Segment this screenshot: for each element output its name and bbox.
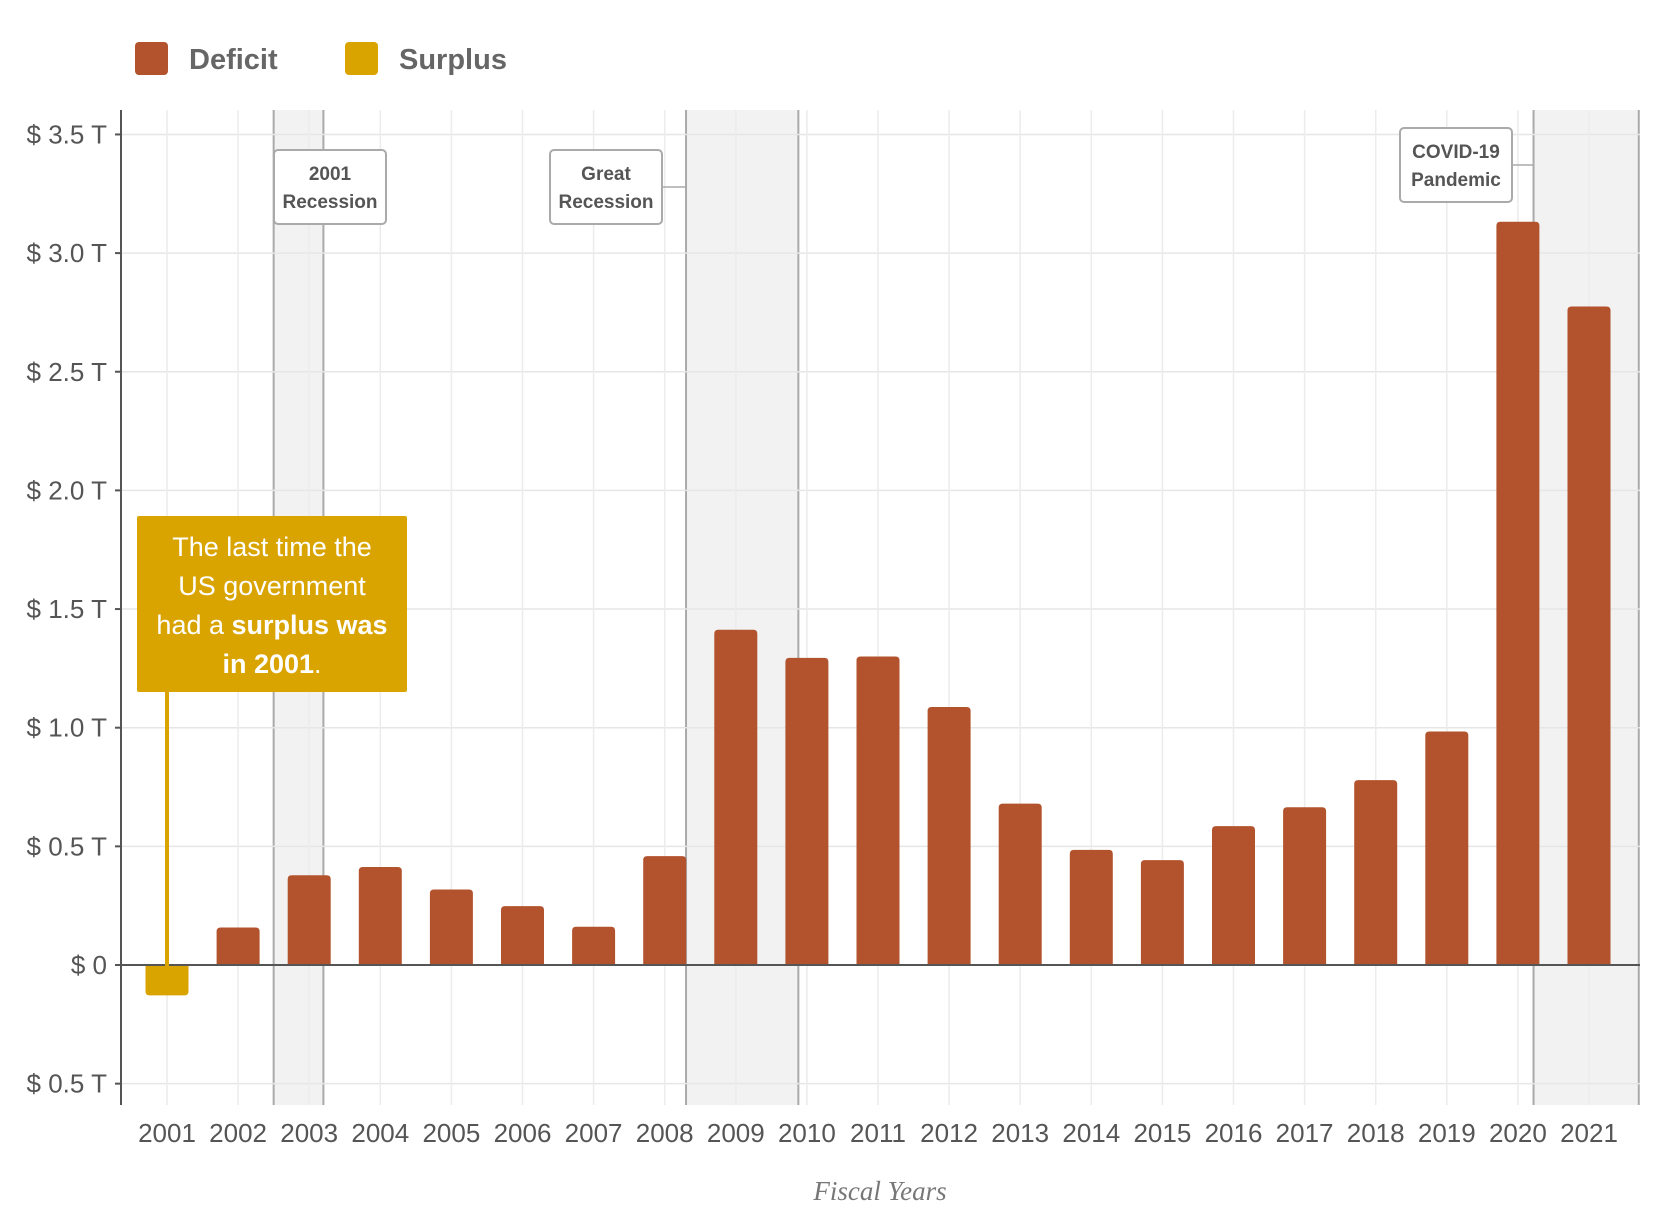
legend-label-deficit: Deficit bbox=[189, 44, 278, 76]
callout-text-line: had a surplus was bbox=[156, 610, 387, 640]
x-tick-label: 2019 bbox=[1418, 1118, 1476, 1148]
legend-swatch-deficit bbox=[135, 42, 168, 75]
bar-2002 bbox=[216, 927, 260, 965]
x-axis-label: Fiscal Years bbox=[812, 1176, 946, 1206]
callout-text-segment: US government bbox=[178, 571, 366, 601]
bar-2012 bbox=[927, 707, 971, 965]
x-tick-label: 2008 bbox=[636, 1118, 694, 1148]
legend-label-surplus: Surplus bbox=[399, 44, 507, 76]
recession-label-3: COVID-19 Pandemic bbox=[1399, 127, 1534, 203]
legend: Deficit Surplus bbox=[135, 42, 507, 76]
recession-label-2: Great Recession bbox=[549, 149, 687, 225]
x-tick-label: 2003 bbox=[280, 1118, 338, 1148]
x-tick-label: 2017 bbox=[1276, 1118, 1334, 1148]
bar-2003 bbox=[287, 875, 331, 965]
y-tick-label: $ 1.5 T bbox=[27, 594, 108, 624]
callout-text-segment: in 2001 bbox=[222, 649, 314, 679]
recession-label-text: Great bbox=[581, 164, 631, 185]
bar-2013 bbox=[998, 803, 1042, 965]
bar-2018 bbox=[1354, 780, 1398, 965]
x-tick-label: 2005 bbox=[422, 1118, 480, 1148]
y-tick-label: $ 0 bbox=[71, 950, 107, 980]
bar-2001 bbox=[145, 965, 189, 996]
surplus-callout: The last time the US government had a surp… bbox=[137, 516, 407, 969]
x-tick-label: 2006 bbox=[494, 1118, 552, 1148]
bar-2009 bbox=[714, 629, 758, 965]
callout-text-segment: The last time the bbox=[172, 532, 372, 562]
x-tick-label: 2018 bbox=[1347, 1118, 1405, 1148]
bar-2010 bbox=[785, 657, 829, 965]
x-tick-label: 2020 bbox=[1489, 1118, 1547, 1148]
x-tick-label: 2010 bbox=[778, 1118, 836, 1148]
bar-2021 bbox=[1567, 306, 1611, 965]
x-tick-label: 2021 bbox=[1560, 1118, 1618, 1148]
callout-text-line: US government bbox=[178, 571, 366, 601]
bar-2015 bbox=[1140, 860, 1184, 965]
y-tick-label: $ 3.0 T bbox=[27, 238, 108, 268]
x-tick-label: 2004 bbox=[351, 1118, 409, 1148]
x-tick-label: 2014 bbox=[1062, 1118, 1120, 1148]
recession-label-text: COVID-19 bbox=[1412, 142, 1500, 163]
y-tick-label: $ 0.5 T bbox=[27, 831, 108, 861]
x-tick-label: 2015 bbox=[1133, 1118, 1191, 1148]
recession-label-box bbox=[273, 149, 387, 225]
axes bbox=[115, 110, 1640, 1105]
bar-2004 bbox=[358, 866, 402, 965]
bar-2007 bbox=[572, 926, 616, 965]
bar-2014 bbox=[1069, 849, 1113, 965]
y-tick-label: $ 3.5 T bbox=[27, 119, 108, 149]
bar-2016 bbox=[1212, 826, 1255, 965]
callout-text-segment: . bbox=[314, 649, 322, 679]
callout-text-line: in 2001. bbox=[222, 649, 321, 679]
x-tick-label: 2007 bbox=[565, 1118, 623, 1148]
bar-series bbox=[145, 221, 1611, 996]
x-tick-label: 2011 bbox=[850, 1118, 906, 1148]
y-tick-label: $ 2.0 T bbox=[27, 475, 108, 505]
recession-label-text: Recession bbox=[558, 192, 653, 213]
bar-2017 bbox=[1283, 807, 1327, 965]
legend-swatch-surplus bbox=[345, 42, 378, 75]
y-tick-labels: $ 3.5 T $ 3.0 T $ 2.5 T $ 2.0 T $ 1.5 T $ 1.0… bbox=[27, 119, 108, 1098]
recession-label-box bbox=[549, 149, 663, 225]
callout-box bbox=[137, 516, 407, 692]
callout-text-segment: surplus was bbox=[232, 610, 388, 640]
x-tick-label: 2013 bbox=[991, 1118, 1049, 1148]
x-tick-label: 2016 bbox=[1205, 1118, 1263, 1148]
x-tick-labels: 2001 2002 2003 2004 2005 2006 2007 2008 2009 2010… bbox=[138, 1118, 1618, 1148]
recession-label-text: Pandemic bbox=[1411, 170, 1501, 191]
recession-label-box bbox=[1399, 127, 1513, 203]
bar-2019 bbox=[1425, 731, 1469, 965]
bar-2011 bbox=[856, 656, 900, 965]
bar-2020 bbox=[1496, 221, 1540, 966]
x-tick-label: 2012 bbox=[920, 1118, 978, 1148]
bar-2006 bbox=[501, 906, 544, 965]
x-tick-label: 2001 bbox=[138, 1118, 196, 1148]
y-tick-label: $ 0.5 T bbox=[27, 1069, 108, 1099]
y-tick-label: $ 1.0 T bbox=[27, 713, 108, 743]
recession-label-1: 2001 Recession bbox=[273, 149, 387, 225]
recession-labels: 2001 Recession Great Recession COVID-19 Pande… bbox=[273, 127, 1534, 225]
y-tick-label: $ 2.5 T bbox=[27, 357, 108, 387]
callout-text-segment: had a bbox=[156, 610, 231, 640]
bar-2008 bbox=[643, 856, 687, 965]
x-tick-label: 2009 bbox=[707, 1118, 765, 1148]
recession-label-text: Recession bbox=[282, 192, 377, 213]
bar-2005 bbox=[429, 889, 473, 965]
x-tick-label: 2002 bbox=[209, 1118, 267, 1148]
recession-label-text: 2001 bbox=[309, 164, 352, 185]
callout-text-line: The last time the bbox=[172, 532, 372, 562]
